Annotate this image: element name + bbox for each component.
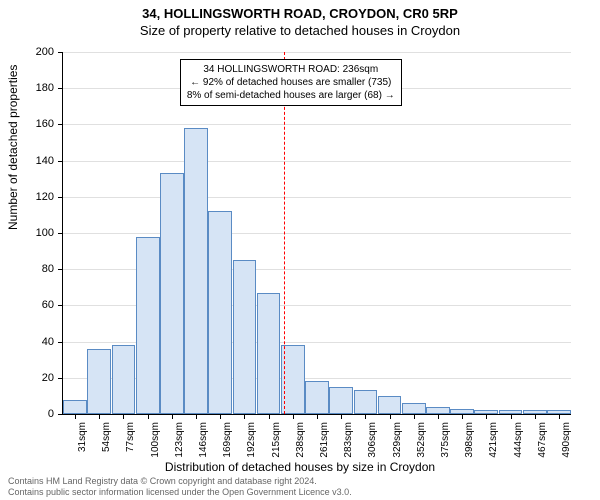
histogram-bar [87,349,111,414]
histogram-bar [354,390,378,414]
page-title-address: 34, HOLLINGSWORTH ROAD, CROYDON, CR0 5RP [0,0,600,21]
histogram-bar [136,237,160,414]
histogram-bar [257,293,281,414]
chart-plot-area: 31sqm54sqm77sqm100sqm123sqm146sqm169sqm1… [62,52,571,415]
histogram-bar [426,407,450,414]
histogram-bar [305,381,329,414]
y-tick-label: 40 [0,336,54,348]
y-tick-label: 20 [0,372,54,384]
x-axis-label: Distribution of detached houses by size … [0,460,600,474]
y-tick-label: 60 [0,299,54,311]
y-tick-label: 0 [0,408,54,420]
y-tick-label: 120 [0,191,54,203]
page-subtitle: Size of property relative to detached ho… [0,21,600,38]
histogram-bar [112,345,136,414]
histogram-bar [63,400,87,414]
footer-line2: Contains public sector information licen… [8,487,352,498]
histogram-bar [208,211,232,414]
y-tick-label: 200 [0,46,54,58]
annotation-line3: 8% of semi-detached houses are larger (6… [187,89,395,102]
annotation-line1: 34 HOLLINGSWORTH ROAD: 236sqm [187,63,395,76]
y-tick-label: 80 [0,263,54,275]
y-tick-label: 140 [0,155,54,167]
histogram-bar [402,403,426,414]
annotation-box: 34 HOLLINGSWORTH ROAD: 236sqm ← 92% of d… [180,59,402,106]
histogram-bar [184,128,208,414]
annotation-line2: ← 92% of detached houses are smaller (73… [187,76,395,89]
reference-line [284,52,286,414]
y-tick-label: 100 [0,227,54,239]
histogram-bar [329,387,353,414]
footer-attribution: Contains HM Land Registry data © Crown c… [8,476,352,498]
histogram-bar [233,260,257,414]
histogram-bar [160,173,184,414]
footer-line1: Contains HM Land Registry data © Crown c… [8,476,352,487]
y-tick-label: 160 [0,118,54,130]
y-tick-label: 180 [0,82,54,94]
histogram-bar [378,396,402,414]
